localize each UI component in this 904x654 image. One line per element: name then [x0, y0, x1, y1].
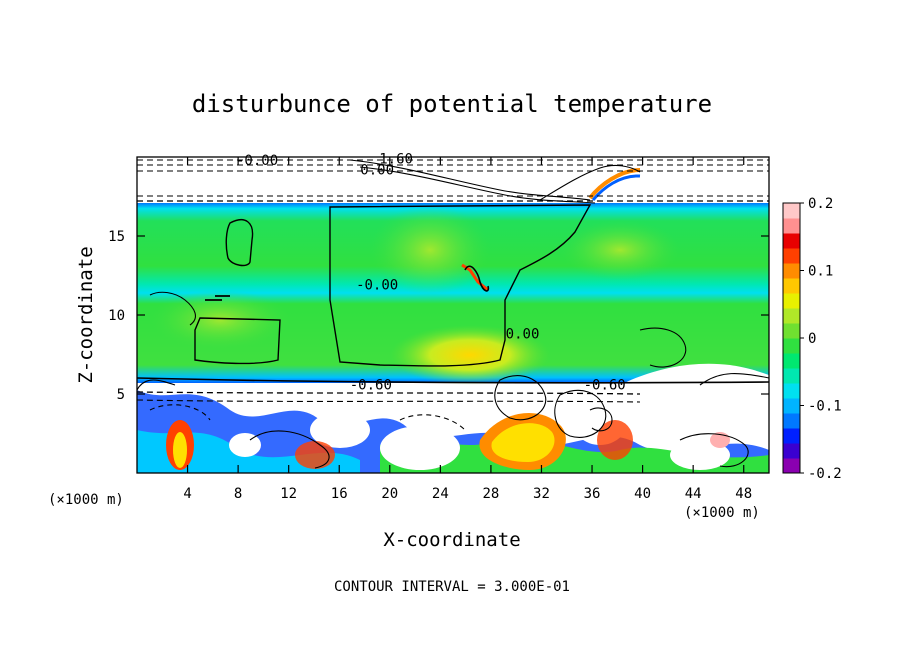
colorbar: 0.2 0.1 0 -0.1 -0.2: [782, 196, 842, 482]
colorbar-swatch: [783, 338, 800, 354]
colorbar-swatch: [783, 398, 800, 414]
y-tick-label: 5: [117, 387, 125, 403]
contour-label: -0.00: [356, 278, 398, 294]
colorbar-swatch: [783, 413, 800, 429]
contour-label: -0.00: [236, 153, 278, 169]
colorbar-swatch: [783, 383, 800, 399]
colorbar-tick-label: -0.2: [808, 466, 842, 482]
x-tick-label: 8: [234, 486, 242, 502]
x-axis: 4 8 12 16 20 24 28 32 36 40 44 48: [183, 157, 752, 502]
x-unit-left: (×1000 m): [48, 492, 124, 508]
x-axis-label: X-coordinate: [383, 529, 520, 551]
y-tick-label: 10: [108, 308, 125, 324]
colorbar-swatch: [783, 233, 800, 249]
colorbar-tick-label: 0.2: [808, 196, 833, 212]
contour-label: 1.60: [379, 151, 413, 167]
heatmap-field: [137, 157, 769, 473]
chart-title: disturbunce of potential temperature: [192, 90, 712, 118]
y-axis-label: Z-coordinate: [75, 246, 97, 383]
colorbar-swatch: [783, 368, 800, 384]
colorbar-swatch: [783, 428, 800, 444]
colorbar-swatch: [783, 443, 800, 459]
contour-label: 0.00: [506, 327, 540, 343]
colorbar-swatch: [783, 323, 800, 339]
y-tick-label: 15: [108, 229, 125, 245]
colorbar-swatch: [783, 248, 800, 264]
contour-label: -0.60: [584, 377, 626, 393]
contour-label: 0.00: [360, 162, 394, 178]
x-tick-label: 16: [331, 486, 348, 502]
x-tick-label: 36: [584, 486, 601, 502]
x-tick-label: 4: [183, 486, 191, 502]
x-tick-label: 24: [432, 486, 449, 502]
colorbar-swatch: [783, 203, 800, 219]
colorbar-swatch: [783, 458, 800, 474]
colorbar-swatch: [783, 263, 800, 279]
colorbar-tick-label: 0: [808, 331, 816, 347]
contour-lines: [137, 159, 769, 469]
colorbar-swatch: [783, 293, 800, 309]
colorbar-tick-label: 0.1: [808, 264, 833, 280]
x-tick-label: 28: [482, 486, 499, 502]
contour-interval-note: CONTOUR INTERVAL = 3.000E-01: [334, 579, 570, 595]
colorbar-swatch: [783, 218, 800, 234]
y-axis: 5 10 15: [108, 229, 769, 403]
colorbar-tick-label: -0.1: [808, 399, 842, 415]
x-tick-label: 40: [634, 486, 651, 502]
colorbar-swatch: [783, 308, 800, 324]
colorbar-swatch: [783, 278, 800, 294]
x-tick-label: 32: [533, 486, 550, 502]
contour-label: -0.60: [350, 377, 392, 393]
x-tick-label: 48: [735, 486, 752, 502]
x-tick-label: 20: [381, 486, 398, 502]
x-tick-label: 12: [280, 486, 297, 502]
x-unit-right: (×1000 m): [684, 505, 760, 521]
x-tick-label: 44: [685, 486, 702, 502]
colorbar-swatch: [783, 353, 800, 369]
